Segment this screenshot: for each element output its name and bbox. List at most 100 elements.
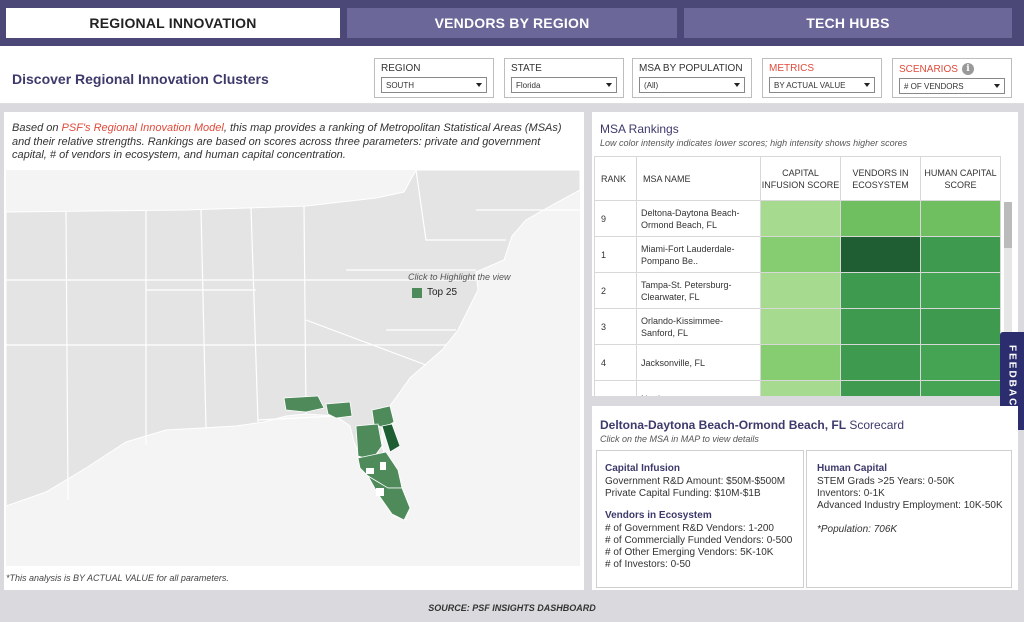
metrics-filter-label: METRICS: [769, 63, 814, 74]
table-row[interactable]: 4 Jacksonville, FL: [594, 344, 1001, 381]
capital-score-cell[interactable]: [760, 236, 841, 273]
msa-select-value: (All): [644, 80, 659, 90]
scenarios-select[interactable]: # OF VENDORS: [899, 78, 1005, 94]
florida-msas: [283, 395, 411, 521]
msa-name-cell[interactable]: Orlando-Kissimmee-Sanford, FL: [636, 308, 761, 345]
scorecard-panel: Deltona-Daytona Beach-Ormond Beach, FL S…: [592, 406, 1018, 590]
vendors-score-cell[interactable]: [840, 308, 921, 345]
human-capital-heading: Human Capital: [817, 463, 888, 474]
table-row[interactable]: 2 Tampa-St. Petersburg-Clearwater, FL: [594, 272, 1001, 309]
scenarios-filter: SCENARIOS i # OF VENDORS: [892, 58, 1012, 98]
human-capital-score-cell[interactable]: [920, 308, 1001, 345]
human-capital-score-cell[interactable]: [920, 380, 1001, 396]
msa-region[interactable]: [355, 423, 383, 461]
tab-vendors-by-region[interactable]: VENDORS BY REGION: [347, 8, 677, 38]
msa-name-cell[interactable]: Tampa-St. Petersburg-Clearwater, FL: [636, 272, 761, 309]
column-header[interactable]: RANK: [594, 156, 637, 201]
rankings-subtitle: Low color intensity indicates lower scor…: [600, 138, 908, 148]
vendors-score-cell[interactable]: [840, 272, 921, 309]
human-capital-score-cell[interactable]: [920, 200, 1001, 237]
intro-prefix: Based on: [12, 122, 62, 134]
msa-region-selected[interactable]: [381, 423, 401, 453]
intro-text: Based on PSF's Regional Innovation Model…: [12, 122, 577, 163]
scorecard-subtitle: Click on the MSA in MAP to view details: [600, 434, 759, 444]
scorecard-title: Deltona-Daytona Beach-Ormond Beach, FL S…: [600, 418, 904, 432]
column-header[interactable]: CAPITAL INFUSION SCORE: [760, 156, 841, 201]
region-filter: REGION SOUTH: [374, 58, 494, 98]
chevron-down-icon: [734, 83, 740, 87]
non-msa-area: [380, 462, 386, 470]
region-select[interactable]: SOUTH: [381, 77, 487, 93]
rank-cell: 9: [594, 200, 637, 237]
vendors-heading: Vendors in Ecosystem: [605, 510, 712, 521]
capital-score-cell[interactable]: [760, 344, 841, 381]
capital-score-cell[interactable]: [760, 380, 841, 396]
human-capital-score-cell[interactable]: [920, 272, 1001, 309]
human-capital-score-cell[interactable]: [920, 344, 1001, 381]
msa-region[interactable]: [325, 401, 353, 419]
vendors-score-cell[interactable]: [840, 344, 921, 381]
footnote: *This analysis is BY ACTUAL VALUE for al…: [6, 573, 229, 583]
table-row[interactable]: 1 Miami-Fort Lauderdale-Pompano Be..: [594, 236, 1001, 273]
scenarios-filter-header: SCENARIOS i: [899, 63, 1005, 75]
filter-header: Discover Regional Innovation Clusters RE…: [0, 46, 1024, 104]
table-row[interactable]: North: [594, 380, 1001, 396]
state-select[interactable]: Florida: [511, 77, 617, 93]
capital-score-cell[interactable]: [760, 200, 841, 237]
rankings-title: MSA Rankings: [600, 122, 679, 136]
chevron-down-icon: [476, 83, 482, 87]
scorecard-msa-name: Deltona-Daytona Beach-Ormond Beach, FL: [600, 418, 847, 432]
region-select-value: SOUTH: [386, 80, 414, 90]
top-tab-bar: REGIONAL INNOVATION VENDORS BY REGION TE…: [0, 0, 1024, 46]
vendors-score-cell[interactable]: [840, 236, 921, 273]
msa-region[interactable]: [366, 474, 411, 521]
scrollbar-thumb[interactable]: [1004, 202, 1012, 248]
vendors-line: # of Other Emerging Vendors: 5K-10K: [605, 547, 774, 558]
vendors-score-cell[interactable]: [840, 200, 921, 237]
state-select-value: Florida: [516, 80, 541, 90]
rank-cell: 4: [594, 344, 637, 381]
human-line: Advanced Industry Employment: 10K-50K: [817, 500, 1003, 511]
column-header[interactable]: VENDORS IN ECOSYSTEM: [840, 156, 921, 201]
msa-name-cell[interactable]: Miami-Fort Lauderdale-Pompano Be..: [636, 236, 761, 273]
vendors-score-cell[interactable]: [840, 380, 921, 396]
column-header[interactable]: MSA NAME: [636, 156, 761, 201]
chevron-down-icon: [994, 84, 1000, 88]
legend-top-25[interactable]: Top 25: [412, 287, 457, 298]
msa-name-cell[interactable]: Jacksonville, FL: [636, 344, 761, 381]
map-panel: Based on PSF's Regional Innovation Model…: [4, 112, 584, 590]
human-line: Inventors: 0-1K: [817, 488, 885, 499]
table-row[interactable]: 3 Orlando-Kissimmee-Sanford, FL: [594, 308, 1001, 345]
info-icon[interactable]: i: [961, 63, 974, 75]
metrics-select[interactable]: BY ACTUAL VALUE: [769, 77, 875, 93]
non-msa-area: [376, 488, 384, 496]
table-row[interactable]: 9 Deltona-Daytona Beach-Ormond Beach, FL: [594, 200, 1001, 237]
vendors-line: # of Commercially Funded Vendors: 0-500: [605, 535, 793, 546]
msa-select[interactable]: (All): [639, 77, 745, 93]
msa-region[interactable]: [283, 395, 325, 413]
chevron-down-icon: [606, 83, 612, 87]
capital-score-cell[interactable]: [760, 308, 841, 345]
scenarios-select-value: # OF VENDORS: [904, 81, 964, 91]
tab-regional-innovation[interactable]: REGIONAL INNOVATION: [6, 8, 340, 38]
human-capital-score-cell[interactable]: [920, 236, 1001, 273]
rankings-table: RANK MSA NAME CAPITAL INFUSION SCORE VEN…: [594, 156, 1001, 396]
scorecard-left-box: Capital Infusion Government R&D Amount: …: [596, 450, 804, 588]
capital-infusion-heading: Capital Infusion: [605, 463, 680, 474]
population: *Population: 706K: [817, 524, 898, 535]
msa-name-cell[interactable]: North: [636, 380, 761, 396]
vendors-line: # of Government R&D Vendors: 1-200: [605, 523, 774, 534]
model-link[interactable]: PSF's Regional Innovation Model: [61, 122, 224, 134]
rank-cell: 1: [594, 236, 637, 273]
legend-swatch: [412, 287, 422, 298]
state-filter-label: STATE: [511, 63, 542, 74]
us-map[interactable]: Click to Highlight the view Top 25: [5, 169, 581, 566]
capital-score-cell[interactable]: [760, 272, 841, 309]
tab-tech-hubs[interactable]: TECH HUBS: [684, 8, 1012, 38]
intro-body: , this map provides a ranking of Metropo…: [12, 122, 562, 161]
state-borders: [6, 169, 580, 501]
msa-name-cell[interactable]: Deltona-Daytona Beach-Ormond Beach, FL: [636, 200, 761, 237]
scenarios-filter-label: SCENARIOS: [899, 63, 958, 75]
rankings-scrollbar[interactable]: [1004, 202, 1012, 392]
column-header[interactable]: HUMAN CAPITAL SCORE: [920, 156, 1001, 201]
